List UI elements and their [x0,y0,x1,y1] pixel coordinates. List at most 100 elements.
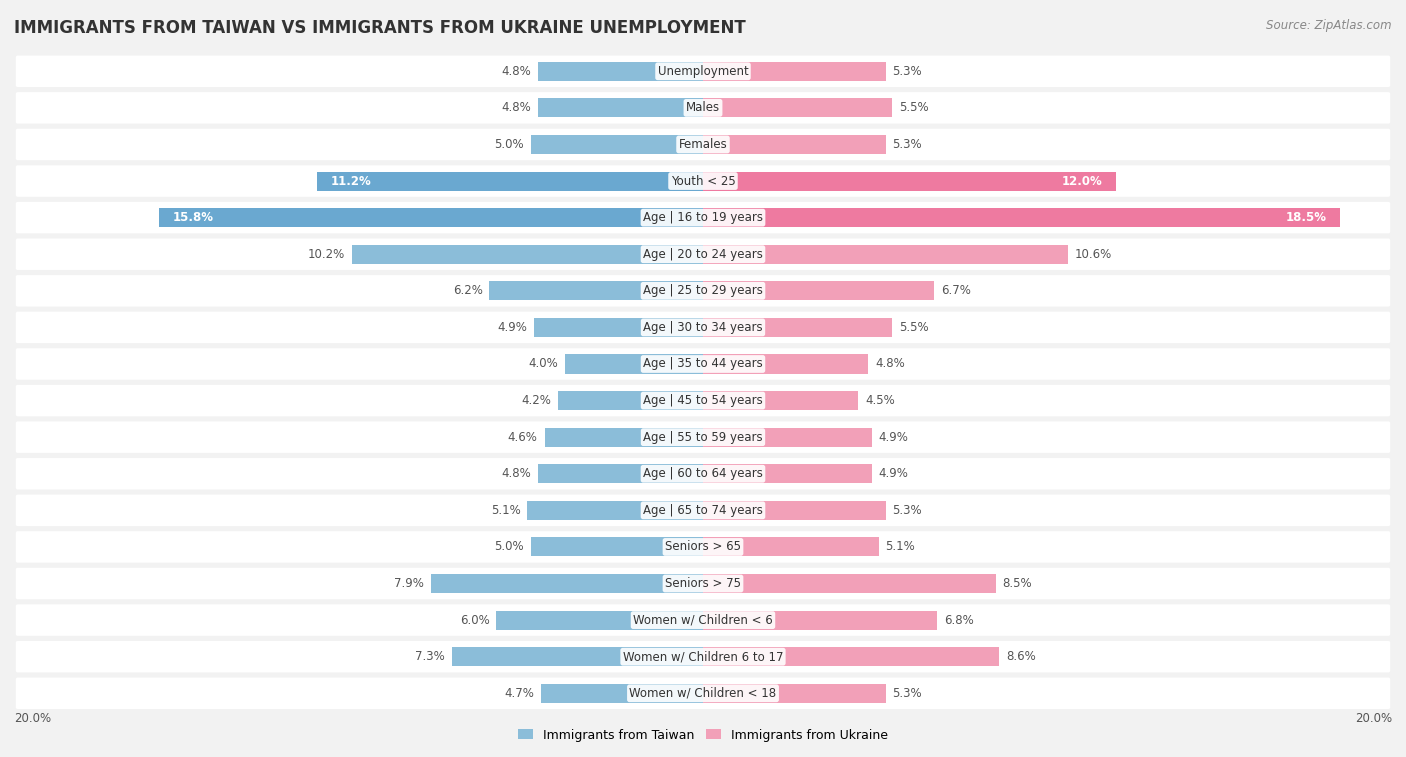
FancyBboxPatch shape [15,92,1391,123]
Text: Males: Males [686,101,720,114]
Text: Seniors > 65: Seniors > 65 [665,540,741,553]
Text: 5.0%: 5.0% [495,138,524,151]
FancyBboxPatch shape [15,531,1391,562]
Bar [565,354,703,373]
Text: Age | 65 to 74 years: Age | 65 to 74 years [643,504,763,517]
Text: 4.8%: 4.8% [875,357,905,370]
Text: Age | 45 to 54 years: Age | 45 to 54 years [643,394,763,407]
Text: 8.5%: 8.5% [1002,577,1032,590]
Bar [451,647,703,666]
Text: 5.3%: 5.3% [893,504,922,517]
Bar [531,537,703,556]
Text: 6.0%: 6.0% [460,614,489,627]
Text: Females: Females [679,138,727,151]
Bar [703,647,1000,666]
Text: 6.2%: 6.2% [453,285,482,298]
Bar [430,574,703,593]
Text: 7.3%: 7.3% [415,650,444,663]
Text: Age | 16 to 19 years: Age | 16 to 19 years [643,211,763,224]
Bar [703,354,869,373]
Text: Age | 25 to 29 years: Age | 25 to 29 years [643,285,763,298]
Text: 11.2%: 11.2% [330,175,371,188]
FancyBboxPatch shape [15,238,1391,270]
FancyBboxPatch shape [15,129,1391,160]
Bar [703,135,886,154]
Text: 10.2%: 10.2% [308,248,344,260]
Text: 4.9%: 4.9% [879,431,908,444]
Text: 4.8%: 4.8% [501,65,531,78]
Bar [703,391,858,410]
Bar [703,684,886,702]
Text: 20.0%: 20.0% [14,712,51,724]
Bar [534,318,703,337]
Text: 15.8%: 15.8% [173,211,214,224]
Bar [703,464,872,483]
Text: Age | 35 to 44 years: Age | 35 to 44 years [643,357,763,370]
Bar [703,62,886,81]
Text: 4.2%: 4.2% [522,394,551,407]
Text: 7.9%: 7.9% [394,577,425,590]
FancyBboxPatch shape [15,422,1391,453]
Text: 5.5%: 5.5% [900,321,929,334]
Text: Age | 20 to 24 years: Age | 20 to 24 years [643,248,763,260]
Bar [159,208,703,227]
Bar [703,172,1116,191]
FancyBboxPatch shape [15,385,1391,416]
Text: Age | 60 to 64 years: Age | 60 to 64 years [643,467,763,480]
Bar [531,135,703,154]
Text: 5.1%: 5.1% [491,504,520,517]
Text: 18.5%: 18.5% [1285,211,1326,224]
Text: 5.1%: 5.1% [886,540,915,553]
FancyBboxPatch shape [15,55,1391,87]
Text: 5.0%: 5.0% [495,540,524,553]
Text: 10.6%: 10.6% [1076,248,1112,260]
FancyBboxPatch shape [15,458,1391,490]
Text: 4.7%: 4.7% [505,687,534,699]
Bar [703,98,893,117]
FancyBboxPatch shape [15,312,1391,343]
Bar [703,208,1340,227]
FancyBboxPatch shape [15,641,1391,672]
Bar [318,172,703,191]
Text: Age | 30 to 34 years: Age | 30 to 34 years [643,321,763,334]
Text: Women w/ Children < 18: Women w/ Children < 18 [630,687,776,699]
Text: 4.6%: 4.6% [508,431,537,444]
Bar [703,428,872,447]
FancyBboxPatch shape [15,165,1391,197]
Text: 20.0%: 20.0% [1355,712,1392,724]
Text: Women w/ Children < 6: Women w/ Children < 6 [633,614,773,627]
FancyBboxPatch shape [15,348,1391,380]
Text: 5.3%: 5.3% [893,138,922,151]
Text: 4.9%: 4.9% [879,467,908,480]
Text: Seniors > 75: Seniors > 75 [665,577,741,590]
Bar [703,574,995,593]
Text: Age | 55 to 59 years: Age | 55 to 59 years [643,431,763,444]
Bar [703,537,879,556]
Bar [537,62,703,81]
FancyBboxPatch shape [15,494,1391,526]
Text: 12.0%: 12.0% [1062,175,1102,188]
Text: 4.5%: 4.5% [865,394,894,407]
Bar [496,611,703,630]
FancyBboxPatch shape [15,678,1391,709]
Text: 5.3%: 5.3% [893,65,922,78]
Text: 6.8%: 6.8% [945,614,974,627]
FancyBboxPatch shape [15,568,1391,600]
Text: 6.7%: 6.7% [941,285,970,298]
Bar [703,245,1069,263]
FancyBboxPatch shape [15,604,1391,636]
Bar [544,428,703,447]
Text: 4.0%: 4.0% [529,357,558,370]
Text: Youth < 25: Youth < 25 [671,175,735,188]
Bar [541,684,703,702]
Bar [703,501,886,520]
Bar [537,464,703,483]
Text: Unemployment: Unemployment [658,65,748,78]
Bar [352,245,703,263]
Legend: Immigrants from Taiwan, Immigrants from Ukraine: Immigrants from Taiwan, Immigrants from … [517,728,889,742]
Bar [558,391,703,410]
FancyBboxPatch shape [15,275,1391,307]
Bar [703,282,934,301]
Text: 8.6%: 8.6% [1007,650,1036,663]
Bar [489,282,703,301]
